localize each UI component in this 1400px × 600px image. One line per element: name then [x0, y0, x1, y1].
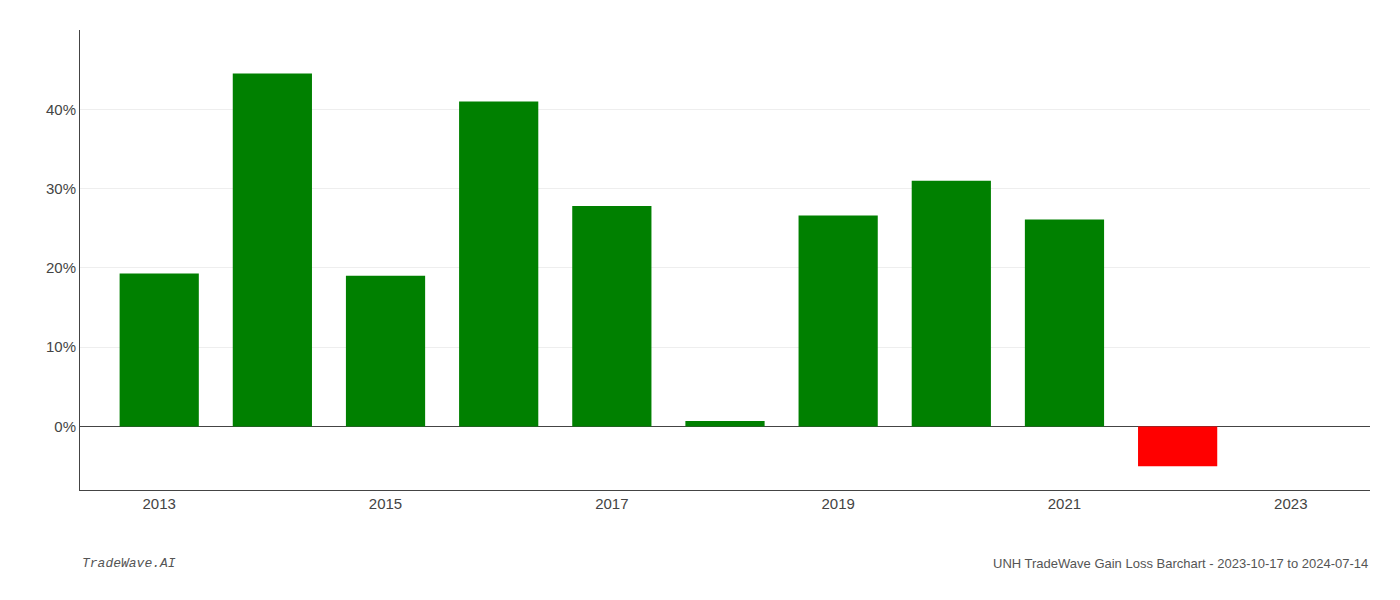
svg-text:0%: 0% — [54, 418, 76, 435]
svg-text:UNH TradeWave Gain Loss Barcha: UNH TradeWave Gain Loss Barchart - 2023-… — [993, 556, 1368, 571]
svg-text:2021: 2021 — [1048, 495, 1081, 512]
svg-text:2019: 2019 — [821, 495, 854, 512]
svg-text:2013: 2013 — [143, 495, 176, 512]
svg-text:2015: 2015 — [369, 495, 402, 512]
svg-text:TradeWave.AI: TradeWave.AI — [82, 556, 176, 571]
svg-text:10%: 10% — [46, 338, 76, 355]
svg-text:40%: 40% — [46, 101, 76, 118]
svg-text:20%: 20% — [46, 259, 76, 276]
svg-text:30%: 30% — [46, 180, 76, 197]
svg-text:2017: 2017 — [595, 495, 628, 512]
svg-text:2023: 2023 — [1274, 495, 1307, 512]
